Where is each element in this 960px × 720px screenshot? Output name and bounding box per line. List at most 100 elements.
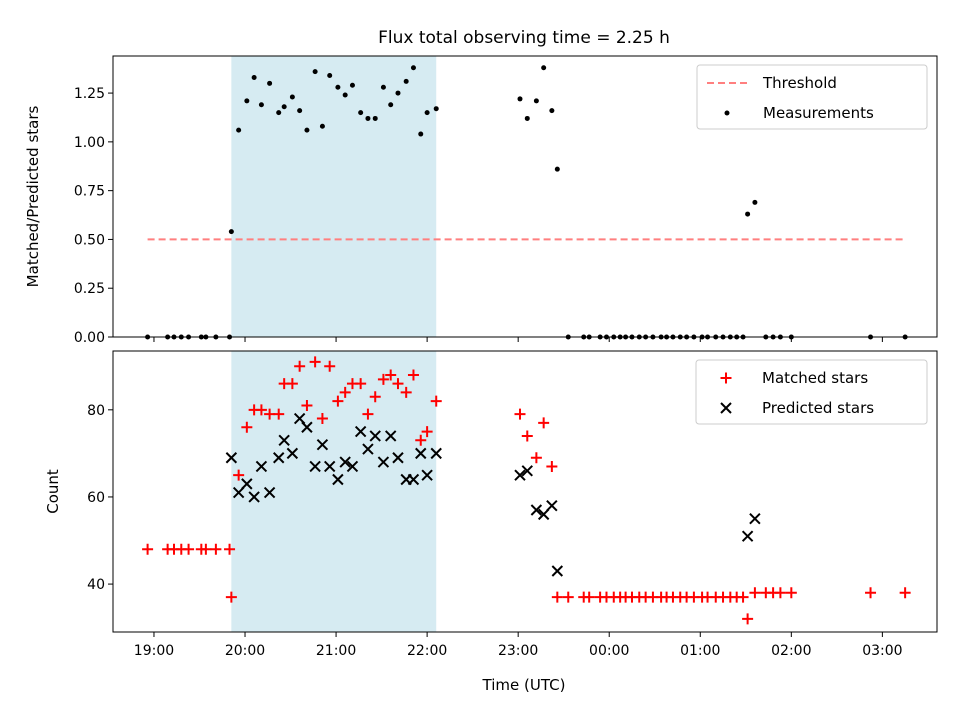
y-tick-label: 40 [87, 577, 105, 593]
matched-star-point [521, 430, 533, 442]
measurement-point [524, 115, 530, 121]
measurement-point [289, 94, 295, 100]
x-tick-label: 23:00 [498, 643, 538, 659]
measurement-point [228, 229, 234, 235]
predicted-star-point [293, 412, 306, 425]
matched-star-point [294, 360, 306, 372]
predicted-star-point [369, 430, 381, 442]
predicted-star-point [316, 438, 329, 451]
predicted-star-point [232, 486, 245, 499]
matched-star-point [546, 460, 558, 472]
measurement-point [395, 90, 401, 96]
measurement-point [312, 69, 318, 75]
matched-star-point [400, 386, 412, 398]
matched-star-point [430, 395, 442, 407]
x-tick-label: 01:00 [680, 643, 720, 659]
predicted-star-point [354, 425, 367, 438]
measurement-point [244, 98, 250, 104]
x-tick-label: 20:00 [225, 643, 265, 659]
matched-star-point [339, 386, 351, 398]
matched-star-point [369, 391, 381, 403]
predicted-star-point [415, 447, 427, 460]
matched-star-point [749, 587, 761, 599]
top-panel-shade [231, 56, 437, 337]
matched-star-point [224, 543, 236, 555]
measurement-point [424, 110, 430, 116]
y-tick-label: 1.25 [74, 86, 105, 102]
matched-star-point [362, 408, 374, 420]
predicted-star-point [323, 460, 336, 473]
matched-star-point [309, 356, 321, 368]
top-panel-y-ticks: 0.00 0.25 0.50 0.75 1.00 1.25 [74, 86, 113, 346]
matched-star-point [899, 587, 911, 599]
matched-star-point [421, 426, 433, 438]
matched-star-point [530, 452, 542, 464]
measurement-point [358, 110, 364, 116]
predicted-star-point [546, 499, 558, 512]
bottom-panel-y-axis-label: Count [44, 469, 62, 514]
bottom-panel-marks [142, 356, 911, 625]
bottom-panel-legend: Matched stars Predicted stars [695, 359, 928, 425]
predicted-star-point [339, 456, 351, 468]
matched-star-point [200, 543, 212, 555]
figure-title: Flux total observing time = 2.25 h [378, 28, 670, 48]
measurement-point [267, 80, 273, 86]
y-tick-label: 0.25 [74, 281, 105, 297]
y-tick-label: 0.50 [74, 232, 105, 248]
legend-predicted-swatch [720, 402, 732, 414]
matched-star-point [355, 378, 367, 390]
measurement-point [418, 131, 424, 137]
matched-star-point [332, 395, 344, 407]
measurement-point [236, 127, 242, 133]
bottom-panel-frame [112, 350, 938, 633]
predicted-star-point [301, 421, 313, 433]
y-tick-label: 60 [87, 490, 105, 506]
y-tick-label: 0.00 [74, 330, 105, 346]
predicted-star-point [241, 478, 253, 490]
measurement-point [533, 98, 539, 104]
matched-star-point [233, 469, 245, 481]
measurement-point [403, 78, 409, 84]
predicted-star-point [346, 460, 359, 473]
predicted-star-point [430, 447, 442, 460]
bottom-panel-x-ticks: 19:00 20:00 21:00 22:00 23:00 00:00 01:00 02:00… [134, 632, 903, 659]
top-panel-frame [112, 55, 938, 338]
measurement-point [251, 74, 257, 80]
matched-star-point [255, 404, 267, 416]
predicted-star-point [278, 434, 290, 447]
matched-star-point [407, 369, 419, 381]
x-tick-label: 21:00 [316, 643, 356, 659]
y-tick-label: 80 [87, 403, 105, 419]
predicted-star-point [273, 452, 285, 464]
matched-star-point [742, 613, 754, 625]
x-tick-label: 02:00 [771, 643, 811, 659]
predicted-star-point [332, 473, 344, 486]
matched-star-point [225, 591, 237, 603]
x-tick-label: 03:00 [862, 643, 902, 659]
predicted-star-point [749, 513, 761, 525]
top-panel-y-axis-label: Matched/Predicted stars [24, 106, 42, 288]
measurement-point [433, 106, 439, 112]
predicted-star-point [263, 486, 276, 499]
top-panel-marks [145, 65, 908, 340]
legend-box [695, 359, 928, 425]
measurement-point [752, 199, 758, 205]
bottom-panel: 40 60 80 19:00 20:00 21:00 22:00 23:00 00:00 01:… [44, 350, 938, 659]
predicted-star-point [248, 491, 260, 503]
matched-star-point [377, 373, 389, 385]
measurement-point [549, 108, 555, 114]
matched-star-point [241, 421, 253, 433]
predicted-star-point [741, 530, 754, 542]
legend-label: Matched stars [762, 369, 868, 387]
measurement-point [410, 65, 416, 71]
legend-measurements-swatch [724, 110, 730, 116]
matched-star-point [385, 369, 397, 381]
predicted-star-point [377, 456, 390, 468]
measurement-point [342, 92, 348, 98]
matched-star-point [865, 587, 877, 599]
legend-label: Measurements [763, 104, 874, 122]
matched-star-point [737, 591, 749, 603]
legend-label: Predicted stars [762, 399, 874, 417]
matched-star-point [415, 434, 427, 446]
